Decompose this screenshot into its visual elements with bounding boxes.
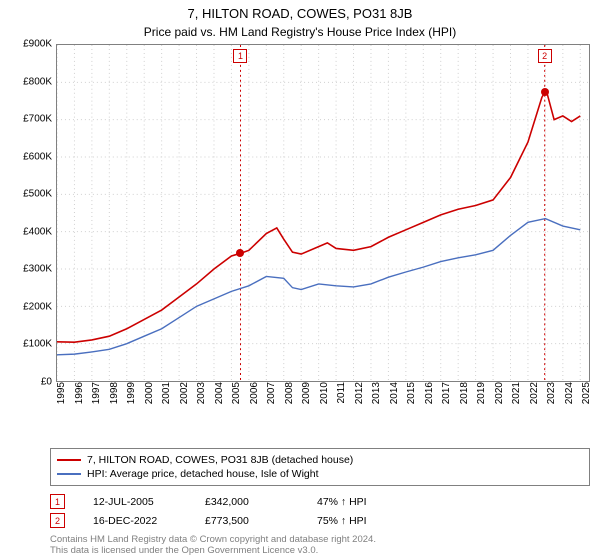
x-axis-tick: 2007 (266, 382, 277, 404)
y-axis-tick: £300K (23, 264, 52, 275)
x-axis-tick: 2025 (581, 382, 592, 404)
sale-date: 16-DEC-2022 (93, 515, 177, 527)
x-axis-tick: 2021 (511, 382, 522, 404)
legend-label: 7, HILTON ROAD, COWES, PO31 8JB (detache… (87, 453, 353, 467)
sale-marker-dot (541, 88, 549, 96)
x-axis-tick: 2014 (389, 382, 400, 404)
x-axis-tick: 2013 (371, 382, 382, 404)
y-axis-tick: £900K (23, 39, 52, 50)
x-axis-tick: 2002 (179, 382, 190, 404)
y-axis-labels: £0£100K£200K£300K£400K£500K£600K£700K£80… (6, 44, 54, 382)
x-axis-tick: 2009 (301, 382, 312, 404)
legend-swatch (57, 459, 81, 461)
x-axis-tick: 2022 (529, 382, 540, 404)
x-axis-tick: 2015 (406, 382, 417, 404)
x-axis-tick: 2023 (546, 382, 557, 404)
bottom-panel: 7, HILTON ROAD, COWES, PO31 8JB (detache… (50, 448, 590, 556)
x-axis-tick: 2016 (424, 382, 435, 404)
sale-price: £773,500 (205, 515, 289, 527)
y-axis-tick: £700K (23, 114, 52, 125)
x-axis-tick: 1999 (126, 382, 137, 404)
chart-title: 7, HILTON ROAD, COWES, PO31 8JB (0, 0, 600, 21)
legend-row: 7, HILTON ROAD, COWES, PO31 8JB (detache… (57, 453, 583, 467)
y-axis-tick: £200K (23, 301, 52, 312)
chart-area: £0 £100K £200K £300K £400K £500K £600K £700K £80… (6, 44, 594, 404)
x-axis-tick: 2006 (249, 382, 260, 404)
y-axis-tick: £100K (23, 339, 52, 350)
legend-row: HPI: Average price, detached house, Isle… (57, 467, 583, 481)
sale-marker-badge: 2 (538, 49, 552, 63)
legend-swatch (57, 473, 81, 475)
chart-subtitle: Price paid vs. HM Land Registry's House … (0, 21, 600, 39)
y-axis-tick: £800K (23, 76, 52, 87)
x-axis-tick: 2003 (196, 382, 207, 404)
x-axis-tick: 2001 (161, 382, 172, 404)
legend-label: HPI: Average price, detached house, Isle… (87, 467, 319, 481)
sale-date: 12-JUL-2005 (93, 496, 177, 508)
x-axis-tick: 2017 (441, 382, 452, 404)
x-axis-tick: 2011 (336, 382, 347, 404)
x-axis-tick: 2024 (564, 382, 575, 404)
sales-table: 1 12-JUL-2005 £342,000 47% ↑ HPI 2 16-DE… (50, 494, 590, 528)
sale-badge: 2 (50, 513, 65, 528)
sale-hpi: 75% ↑ HPI (317, 515, 401, 527)
x-axis-tick: 2019 (476, 382, 487, 404)
chart-plot: 12 (56, 44, 590, 382)
x-axis-tick: 2010 (319, 382, 330, 404)
sale-hpi: 47% ↑ HPI (317, 496, 401, 508)
legend: 7, HILTON ROAD, COWES, PO31 8JB (detache… (50, 448, 590, 486)
table-row: 1 12-JUL-2005 £342,000 47% ↑ HPI (50, 494, 590, 509)
y-axis-tick: £0 (41, 377, 52, 388)
y-axis-tick: £400K (23, 226, 52, 237)
sale-marker-dot (236, 249, 244, 257)
x-axis-tick: 2020 (494, 382, 505, 404)
sale-price: £342,000 (205, 496, 289, 508)
x-axis-tick: 1997 (91, 382, 102, 404)
x-axis-tick: 1995 (56, 382, 67, 404)
x-axis-tick: 1996 (74, 382, 85, 404)
sale-marker-badge: 1 (233, 49, 247, 63)
x-axis-tick: 2005 (231, 382, 242, 404)
footer-text: Contains HM Land Registry data © Crown c… (50, 534, 590, 556)
x-axis-labels: 1995 1996 1997 1998 1999 2000 2001 2002 2003 2004… (56, 382, 590, 422)
x-axis-tick: 2012 (354, 382, 365, 404)
sale-badge: 1 (50, 494, 65, 509)
y-axis-tick: £500K (23, 189, 52, 200)
x-axis-tick: 2018 (459, 382, 470, 404)
x-axis-tick: 2004 (214, 382, 225, 404)
y-axis-tick: £600K (23, 151, 52, 162)
table-row: 2 16-DEC-2022 £773,500 75% ↑ HPI (50, 513, 590, 528)
x-axis-tick: 1998 (109, 382, 120, 404)
x-axis-tick: 2000 (144, 382, 155, 404)
x-axis-tick: 2008 (284, 382, 295, 404)
